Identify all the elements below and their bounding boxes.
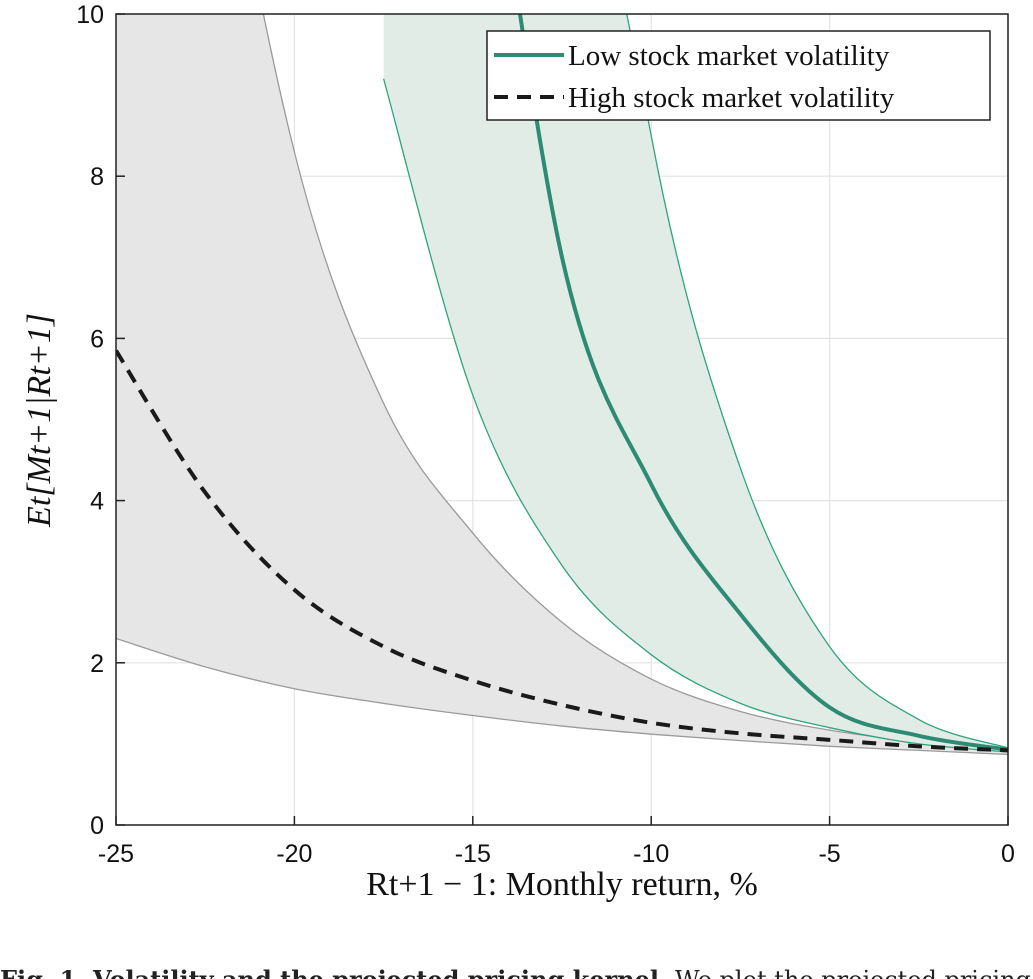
x-tick-label: -20: [276, 840, 312, 868]
x-tick-label: -15: [455, 840, 491, 868]
y-tick-label: 2: [90, 650, 104, 678]
x-tick-label: -5: [818, 840, 840, 868]
x-tick-label: -10: [633, 840, 669, 868]
band-edge: [262, 14, 1008, 749]
confidence-band: [116, 14, 1008, 755]
legend-label: Low stock market volatility: [568, 40, 890, 72]
confidence-band: [383, 14, 1008, 753]
x-axis-label: Rt+1 − 1: Monthly return, %: [366, 866, 758, 903]
caption-title: Fig. 1. Volatility and the projected pri…: [0, 965, 667, 979]
marks: [116, 14, 1008, 756]
y-tick-label: 10: [76, 1, 104, 29]
plot-frame: [115, 13, 1009, 826]
y-axis-label: Et[Mt+1|Rt+1]: [21, 313, 58, 528]
band-edge: [382, 78, 1008, 753]
band-edge: [116, 637, 1008, 756]
series-line: [116, 349, 1008, 753]
caption: Fig. 1. Volatility and the projected pri…: [0, 965, 1031, 979]
y-tick-label: 4: [90, 488, 104, 516]
axes: -25 -20 -15 -10 -5 0 0 2 4 6 8 10: [76, 1, 1015, 868]
legend-label: High stock market volatility: [568, 82, 895, 114]
legend-box: [486, 30, 991, 121]
y-tick-label: 0: [90, 812, 104, 840]
y-tick-label: 8: [90, 163, 104, 191]
x-tick-label: -25: [98, 840, 134, 868]
x-tick-label: 0: [1001, 840, 1015, 868]
legend: Low stock market volatility High stock ma…: [486, 30, 991, 121]
band-edge: [626, 14, 1008, 749]
y-tick-label: 6: [90, 325, 104, 353]
caption-text: We plot the projected pricing: [675, 966, 1031, 979]
